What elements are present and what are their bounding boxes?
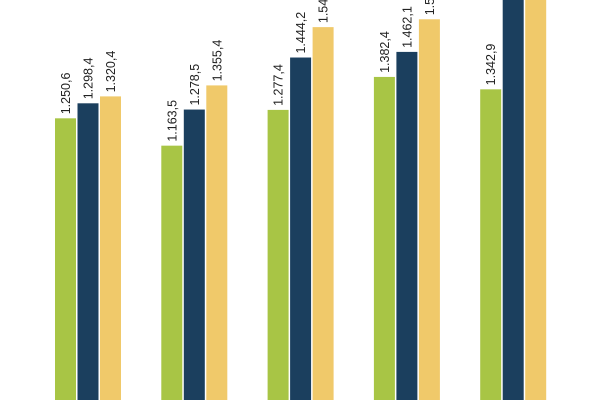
bar bbox=[290, 57, 312, 400]
bar bbox=[312, 27, 334, 400]
data-label: 1.462,1 bbox=[400, 6, 414, 48]
data-label: 1.54 bbox=[317, 0, 331, 23]
bar bbox=[77, 103, 99, 400]
bar bbox=[55, 118, 76, 400]
bar bbox=[100, 96, 121, 400]
data-label: 1.298,4 bbox=[82, 58, 96, 100]
data-label: 1.444,2 bbox=[294, 12, 308, 54]
data-label: 1.163,5 bbox=[165, 100, 179, 142]
data-label: 1.250,6 bbox=[59, 73, 73, 115]
bar bbox=[418, 19, 440, 400]
bar bbox=[502, 0, 524, 400]
data-label: 1.277,4 bbox=[272, 64, 286, 106]
data-label: 1.342,9 bbox=[484, 44, 498, 86]
bar bbox=[525, 0, 547, 400]
data-label: 1.320,4 bbox=[104, 51, 118, 93]
bar bbox=[161, 145, 183, 400]
bar bbox=[183, 109, 205, 400]
data-label: 1.5 bbox=[423, 0, 437, 15]
data-label: 1.382,4 bbox=[378, 31, 392, 73]
bar bbox=[206, 85, 228, 400]
bar bbox=[267, 109, 289, 400]
bar bbox=[480, 89, 502, 400]
data-label: 1.278,5 bbox=[188, 64, 202, 106]
bar bbox=[396, 51, 418, 400]
data-label: 1.355,4 bbox=[210, 40, 224, 82]
bar bbox=[373, 76, 395, 400]
